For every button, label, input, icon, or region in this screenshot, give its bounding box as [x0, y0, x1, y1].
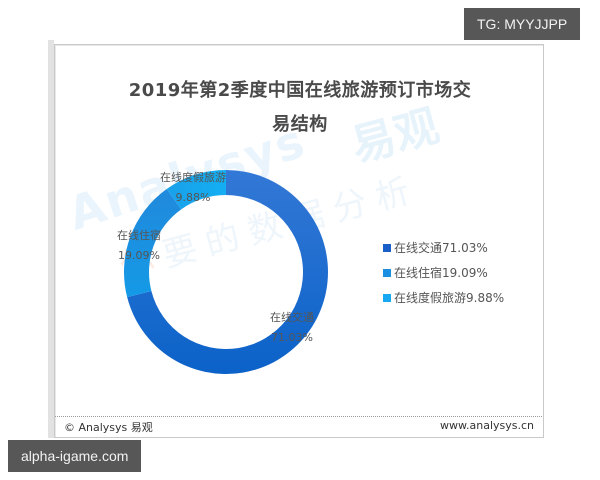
legend-swatch-icon	[383, 243, 391, 252]
chart-legend: 在线交通71.03% 在线住宿19.09% 在线度假旅游9.88%	[383, 235, 504, 310]
footer-copyright: © Analysys 易观	[64, 421, 153, 434]
footer-divider	[55, 416, 542, 417]
segment-label-vacation-name: 在线度假旅游	[160, 171, 226, 184]
legend-item-transport: 在线交通71.03%	[383, 235, 504, 260]
chart-title-line2: 易结构	[272, 114, 328, 135]
frame-shadow	[48, 40, 54, 438]
legend-swatch-icon	[383, 268, 391, 277]
segment-label-vacation: 在线度假旅游 9.88%	[160, 168, 226, 208]
segment-label-vacation-value: 9.88%	[175, 191, 211, 204]
legend-item-lodging: 在线住宿19.09%	[383, 260, 504, 285]
segment-label-lodging-value: 19.09%	[118, 249, 160, 262]
legend-item-vacation: 在线度假旅游9.88%	[383, 285, 504, 310]
chart-title-line1: 2019年第2季度中国在线旅游预订市场交	[128, 80, 472, 101]
segment-label-transport-name: 在线交通	[270, 311, 314, 324]
footer-website-link[interactable]: www.analysys.cn	[440, 419, 534, 432]
legend-label: 在线住宿19.09%	[394, 266, 488, 280]
site-badge: alpha-igame.com	[8, 440, 142, 472]
segment-label-transport: 在线交通 71.03%	[270, 308, 314, 348]
legend-label: 在线交通71.03%	[394, 241, 488, 255]
donut-segment-lodging	[124, 189, 182, 298]
segment-label-lodging-name: 在线住宿	[117, 229, 161, 242]
segment-label-lodging: 在线住宿 19.09%	[117, 226, 161, 266]
legend-label: 在线度假旅游9.88%	[394, 291, 505, 305]
segment-label-transport-value: 71.03%	[271, 331, 313, 344]
tg-badge: TG: MYYJJPP	[464, 8, 581, 40]
donut-segment-vacation	[166, 170, 226, 210]
legend-swatch-icon	[383, 293, 391, 302]
chart-title: 2019年第2季度中国在线旅游预订市场交 易结构	[0, 74, 600, 142]
